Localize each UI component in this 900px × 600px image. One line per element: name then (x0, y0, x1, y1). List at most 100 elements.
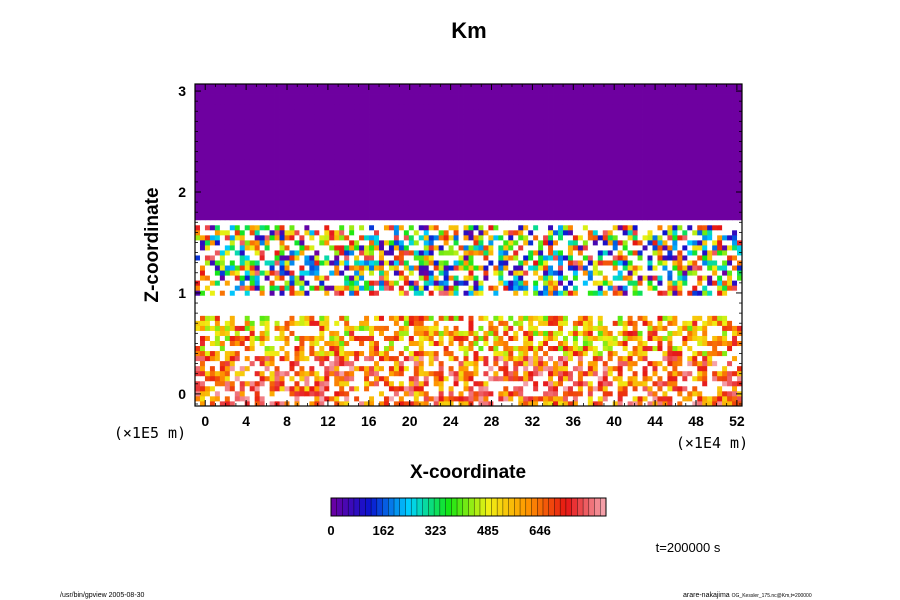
heatmap-cell (682, 390, 688, 397)
heatmap-cell (582, 355, 589, 362)
heatmap-cell (548, 265, 554, 271)
heatmap-cell (652, 239, 658, 246)
heatmap-cell (314, 214, 320, 221)
heatmap-cell (239, 295, 246, 301)
heatmap-cell (438, 365, 445, 372)
heatmap-cell (329, 189, 335, 196)
heatmap-cell (269, 214, 275, 221)
heatmap-cell (209, 214, 216, 221)
heatmap-cell (677, 280, 683, 286)
heatmap-cell (667, 395, 673, 402)
heatmap-cell (359, 179, 365, 186)
heatmap-cell (418, 189, 425, 196)
heatmap-cell (498, 184, 504, 191)
heatmap-cell (403, 189, 410, 196)
heatmap-cell (567, 280, 574, 286)
heatmap-cell (364, 285, 370, 291)
heatmap-cell (553, 260, 559, 266)
heatmap-cell (448, 380, 454, 387)
heatmap-cell (279, 320, 285, 326)
heatmap-cell (369, 370, 375, 377)
heatmap-cell (702, 365, 708, 372)
heatmap-cell (319, 224, 325, 231)
heatmap-cell (682, 320, 688, 326)
heatmap-cell (378, 280, 385, 286)
heatmap-cell (627, 265, 633, 271)
heatmap-cell (259, 229, 266, 236)
heatmap-cell (214, 395, 221, 402)
heatmap-cell (473, 315, 479, 321)
heatmap-cell (458, 300, 464, 306)
heatmap-cell (572, 345, 579, 352)
heatmap-cell (369, 280, 375, 286)
heatmap-cell (602, 290, 609, 296)
heatmap-cell (458, 360, 464, 367)
heatmap-cell (329, 310, 335, 316)
heatmap-cell (562, 360, 569, 367)
heatmap-cell (627, 260, 633, 266)
heatmap-cell (722, 330, 728, 336)
heatmap-cell (274, 285, 280, 291)
heatmap-cell (657, 290, 663, 296)
heatmap-cell (642, 335, 648, 341)
heatmap-cell (712, 315, 718, 321)
heatmap-cell (195, 345, 201, 352)
heatmap-cell (199, 234, 206, 241)
heatmap-cell (224, 335, 231, 341)
heatmap-cell (712, 335, 718, 341)
heatmap-cell (617, 385, 624, 392)
heatmap-cell (319, 219, 325, 226)
heatmap-cell (408, 174, 415, 180)
heatmap-cell (622, 310, 629, 316)
heatmap-cell (354, 229, 360, 236)
heatmap-cell (448, 179, 454, 186)
heatmap-cell (627, 280, 633, 286)
heatmap-cell (577, 375, 584, 382)
heatmap-cell (324, 300, 330, 306)
heatmap-cell (448, 199, 454, 206)
heatmap-cell (538, 395, 544, 402)
heatmap-cell (209, 345, 216, 352)
heatmap-cell (647, 250, 653, 256)
heatmap-cell (214, 330, 221, 336)
heatmap-cell (344, 350, 350, 357)
heatmap-cell (433, 245, 440, 251)
heatmap-cell (632, 224, 638, 231)
heatmap-cell (473, 395, 479, 402)
heatmap-cell (249, 184, 256, 191)
heatmap-cell (249, 345, 256, 352)
heatmap-cell (369, 189, 375, 196)
heatmap-cell (334, 234, 340, 241)
heatmap-cell (359, 365, 365, 372)
heatmap-cell (662, 260, 668, 266)
heatmap-cell (632, 340, 638, 347)
heatmap-cell (284, 260, 290, 266)
heatmap-cell (632, 400, 638, 407)
heatmap-cell (702, 239, 708, 246)
heatmap-cell (369, 400, 375, 407)
heatmap-cell (717, 395, 723, 402)
heatmap-cell (324, 390, 330, 397)
heatmap-cell (438, 199, 445, 206)
heatmap-cell (413, 275, 420, 281)
heatmap-cell (214, 315, 221, 321)
heatmap-cell (488, 209, 494, 216)
heatmap-cell (717, 385, 723, 392)
heatmap-cell (438, 250, 445, 256)
heatmap-cell (647, 239, 653, 246)
heatmap-cell (707, 350, 713, 357)
heatmap-cell (677, 239, 683, 246)
heatmap-cell (607, 370, 614, 377)
heatmap-cell (722, 320, 728, 326)
heatmap-cell (538, 390, 544, 397)
heatmap-cell (463, 224, 469, 231)
heatmap-cell (294, 310, 300, 316)
heatmap-cell (259, 400, 266, 407)
heatmap-cell (229, 275, 236, 281)
heatmap-cell (478, 234, 484, 241)
heatmap-cell (523, 370, 529, 377)
heatmap-cell (523, 219, 529, 226)
heatmap-cell (543, 400, 549, 407)
heatmap-cell (229, 209, 236, 216)
heatmap-cell (538, 365, 544, 372)
